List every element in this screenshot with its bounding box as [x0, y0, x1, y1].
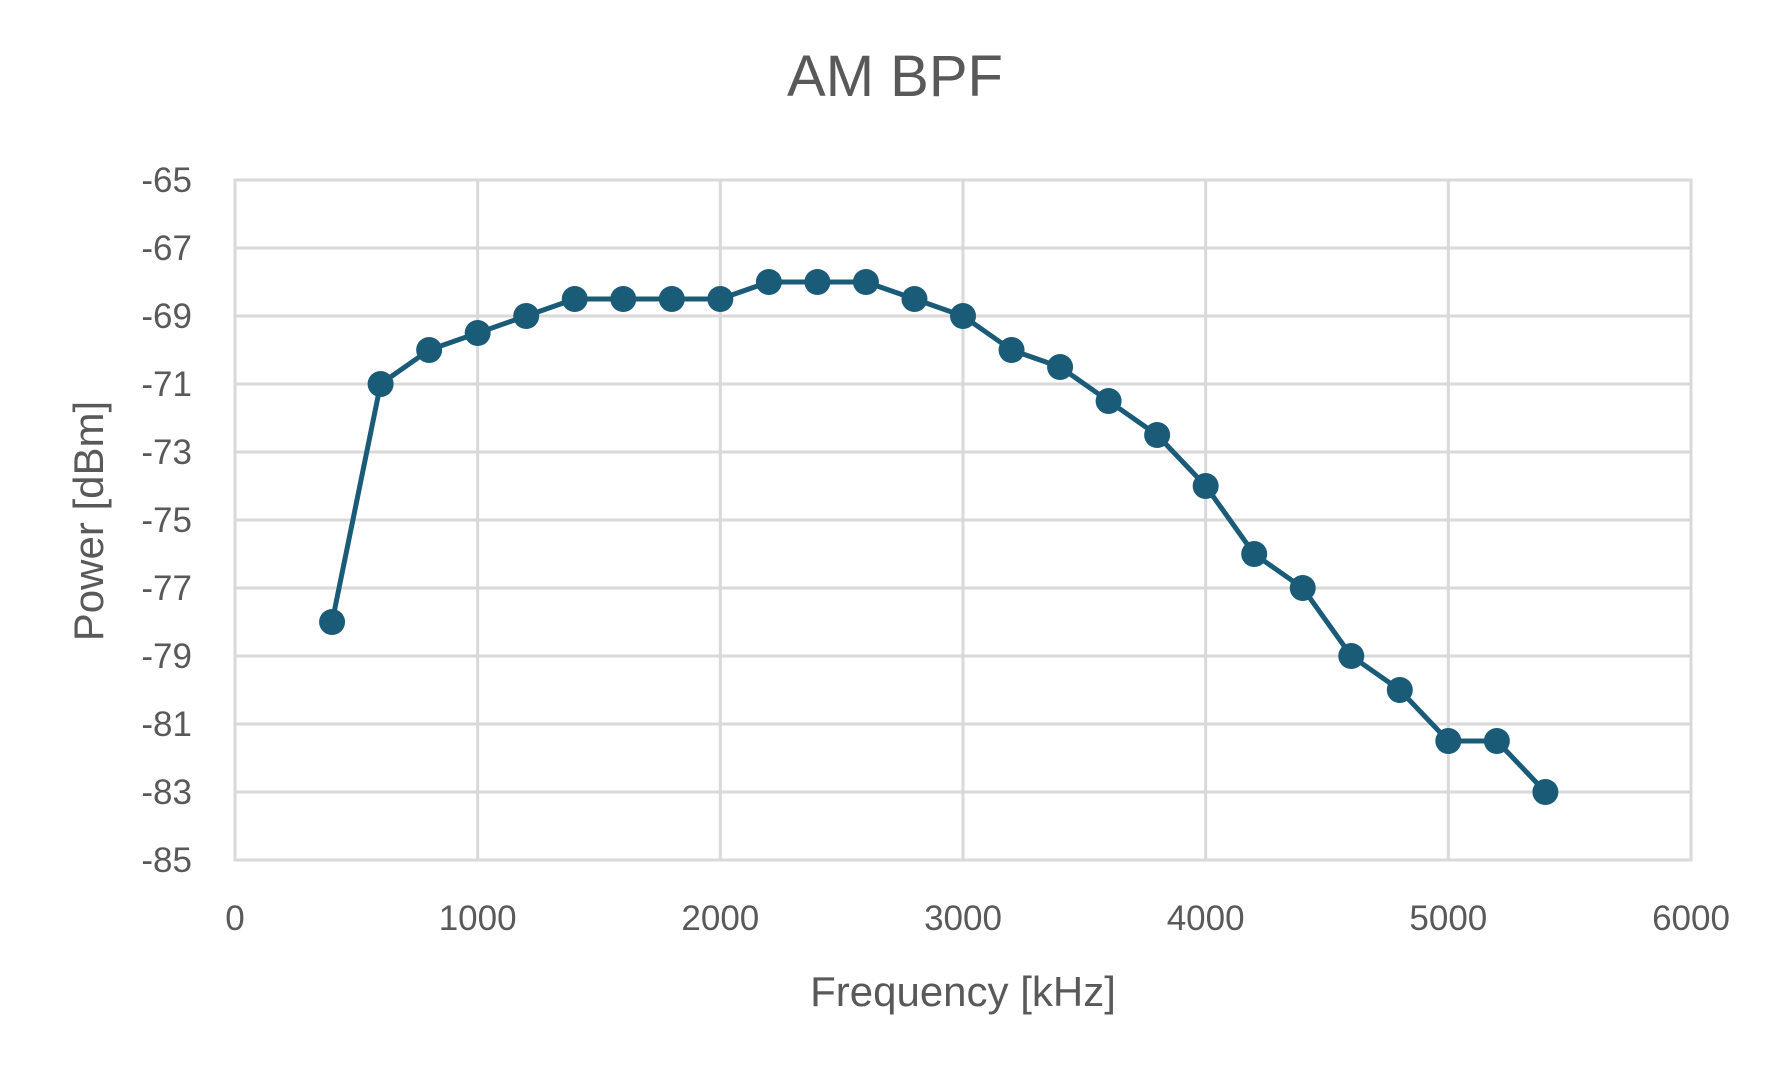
data-point: [1289, 575, 1316, 601]
y-tick-label: -81: [141, 705, 192, 744]
plot-area-frame: [233, 178, 1693, 862]
y-tick-label: -75: [141, 501, 192, 540]
y-tick-label: -77: [141, 569, 192, 608]
x-tick-label: 3000: [924, 899, 1002, 938]
data-point: [658, 286, 685, 312]
series-line: [329, 279, 1548, 794]
data-point: [367, 371, 394, 397]
data-point: [319, 609, 346, 635]
x-tick-labels: 0 1000 2000 3000 4000 5000 6000: [225, 899, 1730, 938]
data-point: [1338, 643, 1365, 669]
y-tick-label: -73: [141, 433, 192, 472]
x-tick-label: 0: [225, 899, 244, 938]
data-point: [755, 269, 782, 295]
data-point: [416, 337, 443, 363]
data-point: [610, 286, 637, 312]
y-tick-label: -69: [141, 297, 192, 336]
data-point: [1047, 354, 1074, 380]
data-point: [707, 286, 734, 312]
y-tick-label: -65: [141, 161, 192, 200]
data-point: [464, 320, 491, 346]
y-tick-label: -79: [141, 637, 192, 676]
y-tick-label: -83: [141, 773, 192, 812]
x-tick-label: 5000: [1409, 899, 1487, 938]
y-tick-label: -67: [141, 229, 192, 268]
data-point: [1095, 388, 1122, 414]
x-tick-label: 6000: [1652, 899, 1730, 938]
data-point: [901, 286, 928, 312]
data-point: [1386, 677, 1413, 703]
data-point: [998, 337, 1025, 363]
chart-title: AM BPF: [787, 44, 1003, 109]
x-tick-label: 4000: [1167, 899, 1245, 938]
series-layer: [319, 269, 1559, 805]
grid-layer: [233, 178, 1693, 862]
x-tick-label: 1000: [439, 899, 517, 938]
data-point: [1144, 422, 1171, 448]
data-point: [950, 303, 976, 329]
x-axis-title: Frequency [kHz]: [810, 968, 1116, 1015]
data-point: [1532, 779, 1559, 805]
y-axis-title: Power [dBm]: [65, 401, 112, 641]
data-point: [1483, 728, 1510, 754]
data-point: [1435, 728, 1462, 754]
data-point: [1241, 541, 1268, 567]
y-tick-labels: -65 -67 -69 -71 -73 -75 -77 -79 -81 -83 -85: [141, 161, 192, 880]
data-point: [852, 269, 879, 295]
y-tick-label: -85: [141, 841, 192, 880]
data-point: [513, 303, 540, 329]
data-point: [561, 286, 588, 312]
y-tick-label: -71: [141, 365, 192, 404]
x-tick-label: 2000: [681, 899, 759, 938]
data-point: [804, 269, 831, 295]
data-point: [1192, 473, 1219, 499]
